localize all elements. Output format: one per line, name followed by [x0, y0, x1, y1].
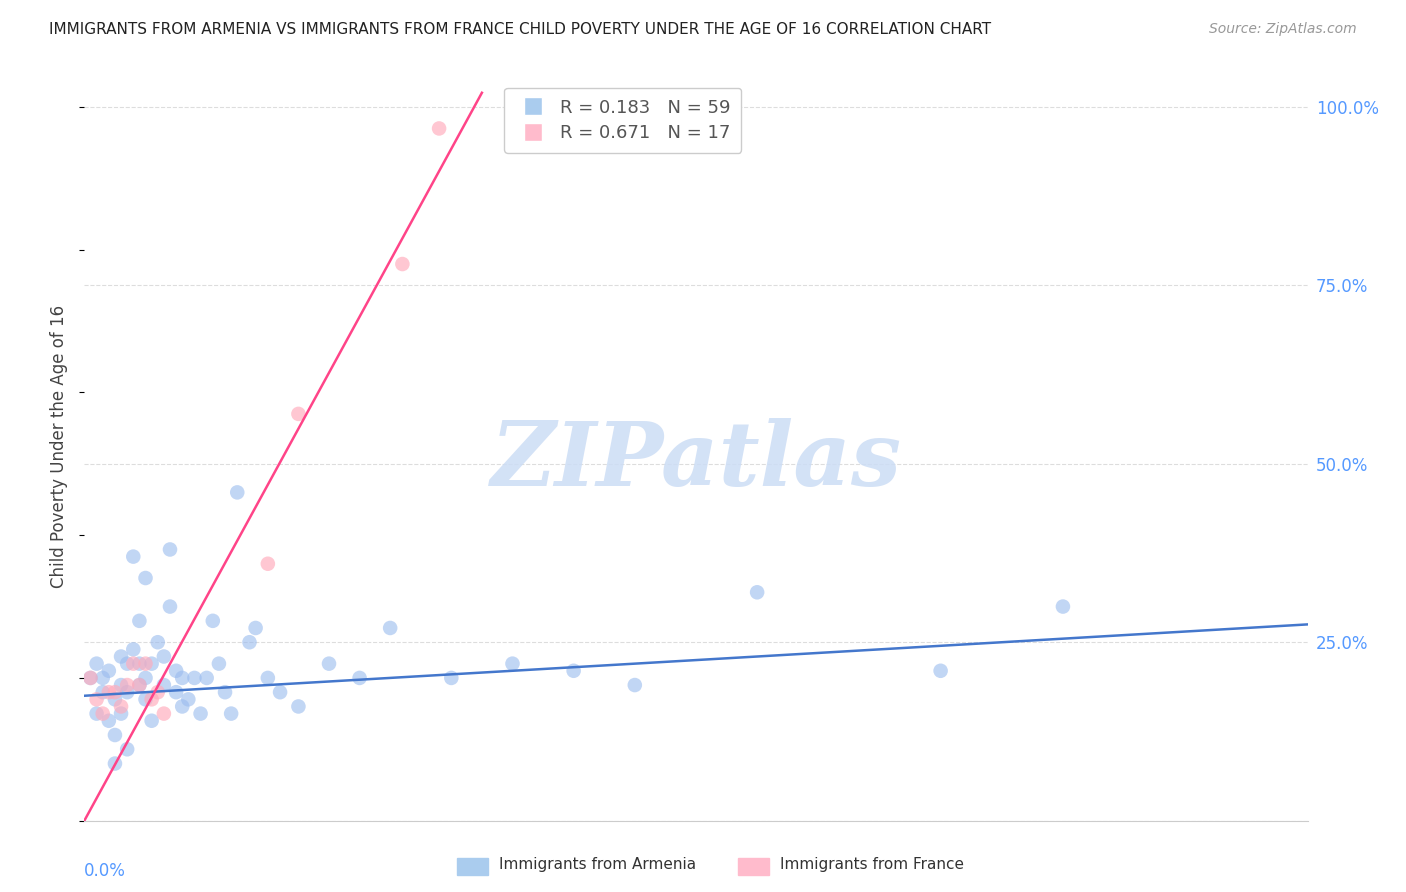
Point [929, 664, 952, 678]
Point [318, 657, 340, 671]
Point [214, 685, 236, 699]
Point [104, 756, 127, 771]
Point [502, 657, 524, 671]
Point [79, 671, 101, 685]
Point [159, 542, 181, 557]
Point [226, 485, 249, 500]
Point [97, 685, 120, 699]
Point [146, 685, 169, 699]
Point [1052, 599, 1074, 614]
Point [128, 614, 150, 628]
Point [146, 635, 169, 649]
Point [135, 657, 157, 671]
Point [440, 671, 463, 685]
Point [122, 642, 145, 657]
Point [141, 657, 163, 671]
Bar [457, 858, 488, 875]
Y-axis label: Child Poverty Under the Age of 16: Child Poverty Under the Age of 16 [51, 304, 69, 588]
Text: Immigrants from Armenia: Immigrants from Armenia [499, 857, 696, 872]
Point [287, 407, 309, 421]
Text: IMMIGRANTS FROM ARMENIA VS IMMIGRANTS FROM FRANCE CHILD POVERTY UNDER THE AGE OF: IMMIGRANTS FROM ARMENIA VS IMMIGRANTS FR… [49, 22, 991, 37]
Point [238, 635, 260, 649]
Point [747, 585, 769, 599]
Point [115, 742, 138, 756]
Point [427, 121, 450, 136]
Point [91, 671, 114, 685]
Point [153, 678, 176, 692]
Point [177, 692, 200, 706]
Point [135, 571, 157, 585]
Point [190, 706, 212, 721]
Point [104, 692, 127, 706]
Point [79, 671, 101, 685]
Point [269, 685, 291, 699]
Text: 0.0%: 0.0% [84, 862, 127, 880]
Point [122, 549, 145, 564]
Point [245, 621, 267, 635]
Point [110, 649, 132, 664]
Point [219, 706, 242, 721]
Point [562, 664, 585, 678]
Point [91, 685, 114, 699]
Point [110, 678, 132, 692]
Point [208, 657, 231, 671]
Point [172, 671, 194, 685]
Point [624, 678, 647, 692]
Point [128, 657, 150, 671]
Point [141, 714, 163, 728]
Point [104, 685, 127, 699]
Point [110, 706, 132, 721]
Text: Source: ZipAtlas.com: Source: ZipAtlas.com [1209, 22, 1357, 37]
Point [380, 621, 402, 635]
Point [128, 678, 150, 692]
Point [153, 706, 176, 721]
Text: ZIPatlas: ZIPatlas [491, 417, 901, 504]
Point [97, 714, 120, 728]
Point [86, 657, 108, 671]
Point [86, 706, 108, 721]
Point [115, 685, 138, 699]
Point [287, 699, 309, 714]
Point [135, 692, 157, 706]
Point [86, 692, 108, 706]
Point [159, 599, 181, 614]
Bar [738, 858, 769, 875]
Point [201, 614, 224, 628]
Point [195, 671, 218, 685]
Legend: R = 0.183   N = 59, R = 0.671   N = 17: R = 0.183 N = 59, R = 0.671 N = 17 [503, 88, 741, 153]
Point [165, 685, 187, 699]
Point [128, 678, 150, 692]
Point [257, 671, 280, 685]
Point [110, 699, 132, 714]
Point [257, 557, 280, 571]
Point [153, 649, 176, 664]
Point [165, 664, 187, 678]
Text: Immigrants from France: Immigrants from France [780, 857, 965, 872]
Point [115, 657, 138, 671]
Point [97, 664, 120, 678]
Point [172, 699, 194, 714]
Point [91, 706, 114, 721]
Point [104, 728, 127, 742]
Point [141, 692, 163, 706]
Point [183, 671, 205, 685]
Point [115, 678, 138, 692]
Point [135, 671, 157, 685]
Point [391, 257, 413, 271]
Point [122, 657, 145, 671]
Point [349, 671, 371, 685]
